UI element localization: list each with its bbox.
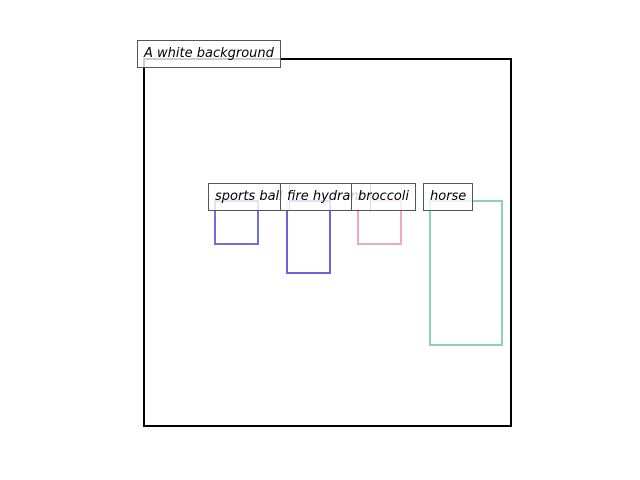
horse-box — [429, 200, 503, 346]
sports-ball-label: sports ball — [208, 183, 290, 211]
broccoli-label: broccoli — [351, 183, 417, 211]
fire-hydrant-box — [286, 200, 331, 274]
horse-label: horse — [423, 183, 474, 211]
background-frame — [143, 58, 512, 427]
background-caption: A white background — [137, 40, 281, 68]
